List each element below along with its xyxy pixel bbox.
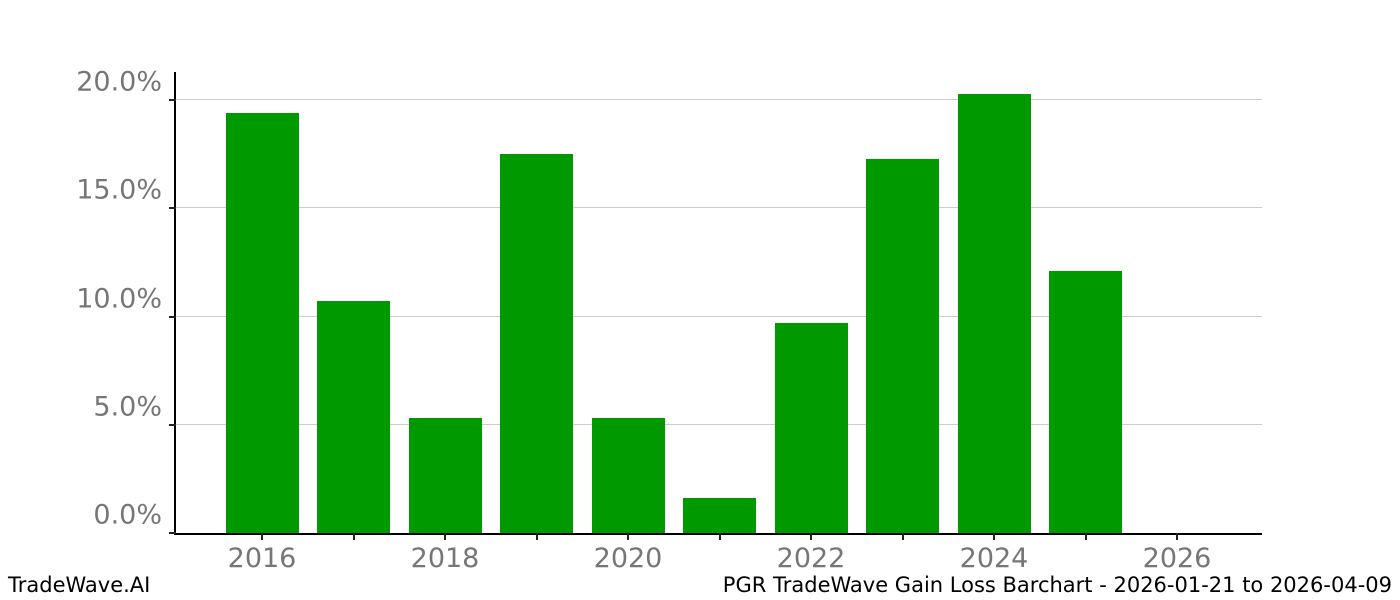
chart-caption: PGR TradeWave Gain Loss Barchart - 2026-… xyxy=(722,573,1392,597)
x-tick-label-2024: 2024 xyxy=(959,543,1029,574)
y-tick-label-15: 15.0% xyxy=(76,174,162,206)
x-tick-2018 xyxy=(444,533,446,540)
y-tick-label-5: 5.0% xyxy=(93,391,162,423)
x-tick-2019 xyxy=(535,533,538,540)
bar-2023 xyxy=(866,158,939,533)
y-tick-label-0: 0.0% xyxy=(93,499,162,531)
bar-2024 xyxy=(957,93,1031,533)
bar-2025 xyxy=(1049,271,1122,533)
x-tick-2020 xyxy=(627,533,629,540)
x-tick-label-2020: 2020 xyxy=(593,543,663,574)
y-tick-label-20: 20.0% xyxy=(76,66,162,98)
x-tick-label-2022: 2022 xyxy=(776,543,846,574)
x-tick-2017 xyxy=(352,533,355,540)
gridline-10 xyxy=(176,315,1262,317)
gridline-5 xyxy=(176,423,1262,425)
brand-text: TradeWave.AI xyxy=(8,573,151,597)
x-tick-2021 xyxy=(718,533,721,540)
plot-area: 0.0% 5.0% 10.0% 15.0% 20.0% 2016 2018 2020 2022 2… xyxy=(76,67,1262,574)
y-tick-15 xyxy=(169,207,176,210)
bar-2017 xyxy=(317,301,390,533)
x-tick-2022 xyxy=(810,533,812,540)
x-tick-2026 xyxy=(1176,533,1178,540)
x-tick-2024 xyxy=(993,533,995,540)
x-tick-2023 xyxy=(901,533,904,540)
bar-2021 xyxy=(683,498,756,533)
bar-2022 xyxy=(774,323,848,533)
y-tick-5 xyxy=(169,423,176,426)
x-tick-2016 xyxy=(261,533,263,540)
y-axis xyxy=(174,72,176,535)
gridline-15 xyxy=(176,207,1262,209)
gridline-20 xyxy=(176,99,1262,101)
bar-2020 xyxy=(591,418,665,533)
y-tick-10 xyxy=(169,315,176,318)
y-tick-20 xyxy=(169,99,176,102)
y-tick-label-10: 10.0% xyxy=(76,283,162,315)
x-axis xyxy=(174,533,1262,535)
x-tick-label-2026: 2026 xyxy=(1142,543,1212,574)
x-tick-2025 xyxy=(1084,533,1087,540)
x-tick-label-2016: 2016 xyxy=(227,543,297,574)
bar-2018 xyxy=(408,418,482,533)
bar-2019 xyxy=(500,154,573,533)
x-tick-label-2018: 2018 xyxy=(410,543,480,574)
bar-2016 xyxy=(225,113,299,533)
y-tick-0 xyxy=(169,532,176,534)
